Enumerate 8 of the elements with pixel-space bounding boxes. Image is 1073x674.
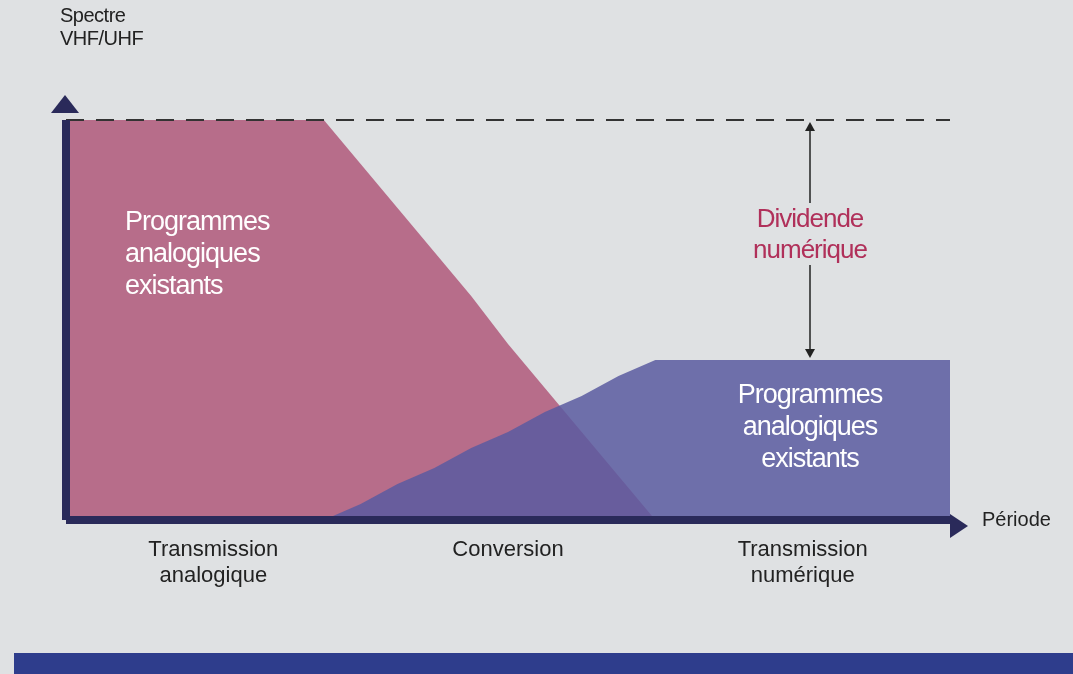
- annotation: Dividende numérique: [720, 203, 900, 265]
- x-axis-title: Période: [982, 508, 1051, 531]
- series-label: Programmes analogiques existants: [736, 378, 884, 474]
- x-tick-label: Conversion: [452, 536, 564, 561]
- series-label: Programmes analogiques existants: [125, 205, 271, 301]
- y-axis-title: Spectre VHF/UHF: [60, 4, 145, 50]
- x-tick-label: Transmission numérique: [737, 536, 868, 587]
- x-tick-label: Transmission analogique: [148, 536, 279, 587]
